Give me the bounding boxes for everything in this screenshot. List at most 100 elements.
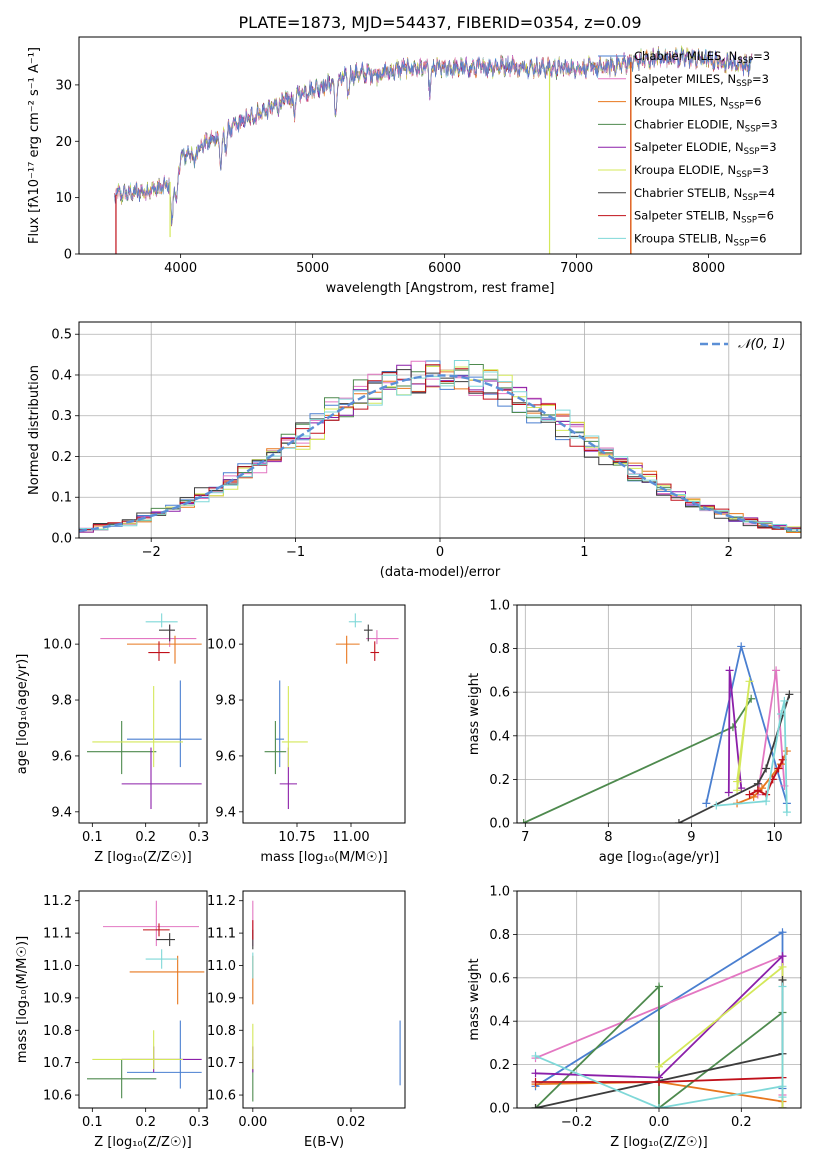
legend-entry: Chabrier ELODIE, NSSP=3: [634, 117, 778, 134]
y-tick-label: 10.7: [43, 1056, 72, 1071]
data-marker: [778, 982, 787, 991]
series-line: [534, 984, 784, 1108]
axes-frame: [242, 604, 406, 824]
x-tick-label: 0.3: [189, 1115, 210, 1130]
y-tick-label: 10.9: [43, 991, 72, 1006]
panel-mass-weight-vs-age: 7 8 9 10 0.0 0.2 0.4 0.6 0.8 1.0 age [log₁₀(age/yr…: [467, 599, 802, 865]
errorbar-point: [159, 624, 175, 642]
x-tick-label: 8000: [692, 261, 725, 276]
errorbar-point: [103, 900, 199, 947]
y-tick-label: 9.4: [51, 805, 72, 820]
legend-entry: Salpeter ELODIE, NSSP=3: [634, 140, 777, 157]
series-line: [114, 48, 753, 225]
y-tick-label: 1.0: [489, 599, 510, 614]
data-marker: [778, 1093, 787, 1102]
x-axis-label: Z [log₁₀(Z/Z☉)]: [610, 1135, 707, 1150]
x-tick-label: 0.1: [82, 830, 103, 845]
legend-entry: Chabrier STELIB, NSSP=4: [634, 186, 775, 203]
data-marker: [762, 764, 771, 773]
plot-area-residuals: [79, 322, 801, 538]
y-axis-label: mass weight: [467, 673, 482, 755]
y-tick-label: 10.6: [43, 1089, 72, 1104]
figure-title: PLATE=1873, MJD=54437, FIBERID=0354, z=0…: [238, 13, 641, 32]
x-tick-label: 8: [604, 830, 612, 845]
data-marker: [733, 777, 742, 786]
errorbar-point: [275, 680, 285, 768]
data-marker: [774, 764, 783, 773]
y-tick-label: 0.0: [51, 532, 72, 547]
x-tick-label: 10: [766, 830, 783, 845]
legend-entry: Salpeter STELIB, NSSP=6: [634, 209, 774, 226]
histogram-series: [79, 364, 801, 531]
x-tick-label: 1: [580, 545, 588, 560]
x-tick-label: 0.2: [731, 1115, 752, 1130]
y-tick-label: 10.7: [207, 1056, 236, 1071]
x-axis-label: Z [log₁₀(Z/Z☉)]: [94, 850, 191, 865]
x-tick-label: 0.0: [649, 1115, 670, 1130]
data-marker: [531, 1069, 540, 1078]
data-marker: [655, 1062, 663, 1071]
data-marker: [778, 1104, 787, 1108]
data-marker: [712, 801, 721, 810]
x-tick-label: 2: [725, 545, 733, 560]
axes-frame: [516, 604, 802, 824]
data-marker: [753, 786, 762, 795]
data-marker: [519, 819, 528, 823]
data-marker: [531, 1051, 540, 1060]
legend-entry: Salpeter MILES, NSSP=3: [634, 72, 769, 89]
errorbar-point: [366, 630, 399, 645]
y-tick-label: 0.0: [489, 817, 510, 832]
x-tick-label: 4000: [164, 261, 197, 276]
x-tick-label: 7000: [560, 261, 593, 276]
x-tick-label: 5000: [296, 261, 329, 276]
y-tick-label: 9.6: [51, 749, 72, 764]
y-tick-label: 0.5: [51, 328, 72, 343]
y-tick-label: 1.0: [489, 885, 510, 900]
plot-area-mass-vs-Z: [87, 900, 205, 1099]
plot-area-mass-vs-EBV: [252, 900, 401, 1102]
histogram-series: [79, 360, 801, 530]
y-tick-label: 9.6: [215, 749, 236, 764]
legend-entry: 𝒩(0, 1): [738, 337, 785, 352]
data-marker: [655, 1104, 663, 1108]
data-marker: [772, 666, 781, 675]
x-tick-label: 0.2: [135, 830, 156, 845]
y-tick-label: 10.8: [207, 1024, 236, 1039]
errorbar-point: [129, 955, 205, 1005]
y-tick-label: 0.1: [51, 491, 72, 506]
panel-mass-weight-vs-Z: −0.2 0.0 0.2 0.0 0.2 0.4 0.6 0.8 1.0 Z [log₁₀(Z/Z…: [467, 885, 802, 1150]
x-tick-label: −2: [142, 545, 161, 560]
legend: Chabrier MILES, NSSP=3 Salpeter MILES, NS…: [598, 49, 778, 248]
data-marker: [782, 747, 791, 756]
y-tick-label: 11.0: [43, 959, 72, 974]
data-marker: [733, 786, 742, 795]
errorbar-point: [121, 747, 202, 810]
errorbar-point: [281, 686, 308, 768]
data-marker: [745, 677, 754, 686]
errorbar-point: [145, 613, 178, 628]
y-tick-label: 0.4: [489, 1015, 510, 1030]
plot-area-mass-weight-vs-age: [517, 605, 801, 823]
errorbar-point: [143, 923, 170, 937]
errorbar-point: [127, 635, 202, 664]
series-line: [658, 965, 784, 1108]
x-tick-label: −0.2: [561, 1115, 593, 1130]
y-tick-label: 0.0: [489, 1102, 510, 1117]
data-marker: [655, 982, 663, 991]
y-axis-label: mass [log₁₀(M/M☉)]: [15, 936, 30, 1063]
axes-frame: [78, 890, 208, 1109]
data-marker: [702, 799, 711, 808]
panel-mass-vs-EBV: 0.00 0.02 10.6 10.7 10.8 10.9 11.0 11.1 11.2 E(B-…: [207, 890, 406, 1150]
errorbar-point: [156, 933, 175, 947]
y-tick-label: 0.3: [51, 409, 72, 424]
data-marker: [780, 696, 789, 705]
x-tick-label: 6000: [428, 261, 461, 276]
data-marker: [737, 784, 746, 793]
data-marker: [674, 819, 683, 823]
errorbar-point: [127, 680, 202, 768]
data-marker: [785, 690, 794, 699]
y-tick-label: 0: [64, 248, 72, 263]
y-tick-label: 11.0: [207, 959, 236, 974]
